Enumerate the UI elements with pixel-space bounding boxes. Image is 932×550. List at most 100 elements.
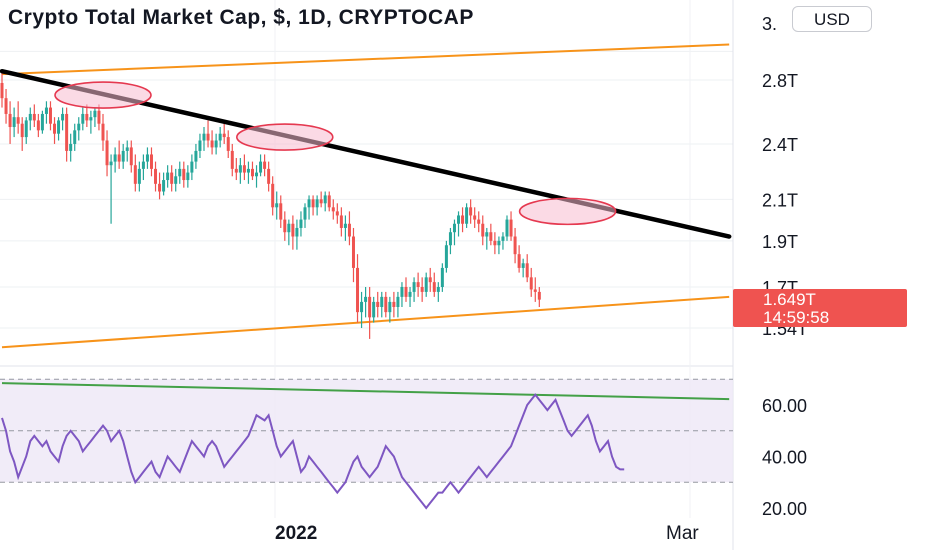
candle-70 bbox=[283, 211, 287, 241]
candle-body-30 bbox=[121, 150, 125, 162]
candle-48 bbox=[194, 143, 198, 169]
candle-52 bbox=[210, 130, 214, 155]
candle-120 bbox=[485, 227, 489, 250]
candle-28 bbox=[113, 147, 117, 173]
candle-100 bbox=[404, 277, 408, 302]
time-axis-label-0: 2022 bbox=[275, 523, 317, 544]
candle-body-120 bbox=[485, 232, 489, 237]
candle-36 bbox=[145, 147, 149, 169]
candle-body-7 bbox=[28, 113, 32, 121]
candlestick-series bbox=[0, 71, 541, 339]
candle-20 bbox=[81, 107, 85, 131]
candle-body-61 bbox=[246, 168, 250, 173]
rsi-pane bbox=[0, 378, 733, 510]
candle-body-94 bbox=[380, 296, 384, 307]
candle-88 bbox=[356, 254, 360, 323]
rsi-trendline bbox=[1, 382, 730, 401]
candle-body-132 bbox=[533, 289, 537, 292]
candle-66 bbox=[267, 161, 271, 192]
candle-body-90 bbox=[364, 296, 368, 302]
candle-1 bbox=[4, 88, 8, 124]
candle-25 bbox=[101, 113, 105, 151]
candle-body-5 bbox=[20, 123, 24, 138]
candle-33 bbox=[133, 154, 137, 192]
currency-button[interactable]: USD bbox=[792, 6, 872, 32]
candle-body-1 bbox=[4, 98, 8, 114]
candle-body-59 bbox=[238, 165, 242, 173]
candle-132 bbox=[533, 277, 537, 302]
candle-body-125 bbox=[505, 219, 509, 237]
candle-92 bbox=[372, 296, 376, 323]
candle-body-100 bbox=[404, 286, 408, 297]
candle-130 bbox=[525, 254, 529, 283]
candle-body-122 bbox=[493, 240, 497, 246]
candle-123 bbox=[497, 236, 501, 255]
candle-98 bbox=[396, 291, 400, 318]
candle-body-26 bbox=[105, 140, 109, 166]
candle-body-78 bbox=[315, 199, 319, 208]
candle-59 bbox=[238, 158, 242, 184]
candle-9 bbox=[36, 113, 40, 138]
candle-body-51 bbox=[206, 133, 210, 141]
candle-body-126 bbox=[509, 219, 513, 237]
candle-body-37 bbox=[149, 154, 153, 169]
candle-32 bbox=[129, 140, 133, 173]
price-axis[interactable]: 3.2.8T2.4T2.1T1.9T1.7T1.54T60.0040.0020.… bbox=[762, 14, 808, 519]
candle-body-31 bbox=[125, 147, 129, 151]
candle-118 bbox=[477, 211, 481, 233]
candle-body-41 bbox=[166, 172, 170, 181]
price-axis-label-0: 3. bbox=[762, 14, 777, 34]
candle-61 bbox=[246, 161, 250, 184]
last-price-tag: 1.649T 14:59:58 bbox=[733, 289, 907, 327]
candle-11 bbox=[44, 101, 48, 124]
candle-6 bbox=[24, 117, 28, 144]
candle-22 bbox=[89, 110, 93, 134]
time-axis[interactable]: 2022 Mar bbox=[275, 523, 699, 544]
candle-72 bbox=[291, 215, 295, 250]
candle-87 bbox=[351, 227, 355, 283]
candle-body-133 bbox=[537, 291, 541, 300]
candle-17 bbox=[69, 133, 73, 162]
candle-18 bbox=[73, 123, 77, 151]
candle-115 bbox=[465, 203, 469, 228]
candle-10 bbox=[40, 110, 44, 134]
candle-44 bbox=[178, 161, 182, 184]
candle-body-97 bbox=[392, 301, 396, 307]
candle-body-114 bbox=[461, 215, 465, 224]
candle-body-96 bbox=[388, 301, 392, 313]
channel-bottom-line bbox=[1, 295, 730, 349]
candle-body-92 bbox=[372, 301, 376, 318]
candle-13 bbox=[53, 117, 57, 144]
candle-body-19 bbox=[77, 123, 81, 131]
candle-body-123 bbox=[497, 240, 501, 246]
candle-body-38 bbox=[154, 168, 158, 184]
candle-body-29 bbox=[117, 154, 121, 162]
candle-51 bbox=[206, 120, 210, 148]
candle-49 bbox=[198, 133, 202, 159]
candle-116 bbox=[469, 199, 473, 224]
candle-body-24 bbox=[97, 110, 101, 124]
candle-26 bbox=[105, 130, 109, 177]
candle-body-86 bbox=[347, 223, 351, 237]
candle-body-43 bbox=[174, 176, 178, 184]
candle-85 bbox=[343, 215, 347, 241]
candle-body-32 bbox=[129, 147, 133, 166]
touch-ellipse-1 bbox=[235, 123, 334, 151]
candle-body-2 bbox=[8, 113, 12, 128]
candle-body-50 bbox=[202, 133, 206, 141]
candle-113 bbox=[457, 211, 461, 237]
candle-29 bbox=[117, 140, 121, 169]
candle-body-28 bbox=[113, 154, 117, 162]
candle-74 bbox=[299, 211, 303, 237]
candle-body-73 bbox=[295, 227, 299, 237]
candle-body-102 bbox=[412, 282, 416, 292]
candle-56 bbox=[226, 130, 230, 159]
candle-8 bbox=[32, 104, 36, 128]
candle-63 bbox=[255, 165, 259, 188]
candle-57 bbox=[230, 143, 234, 177]
candle-body-131 bbox=[529, 277, 533, 290]
candle-102 bbox=[412, 277, 416, 302]
candle-body-77 bbox=[311, 199, 315, 208]
candle-104 bbox=[420, 277, 424, 302]
candle-body-57 bbox=[230, 150, 234, 169]
